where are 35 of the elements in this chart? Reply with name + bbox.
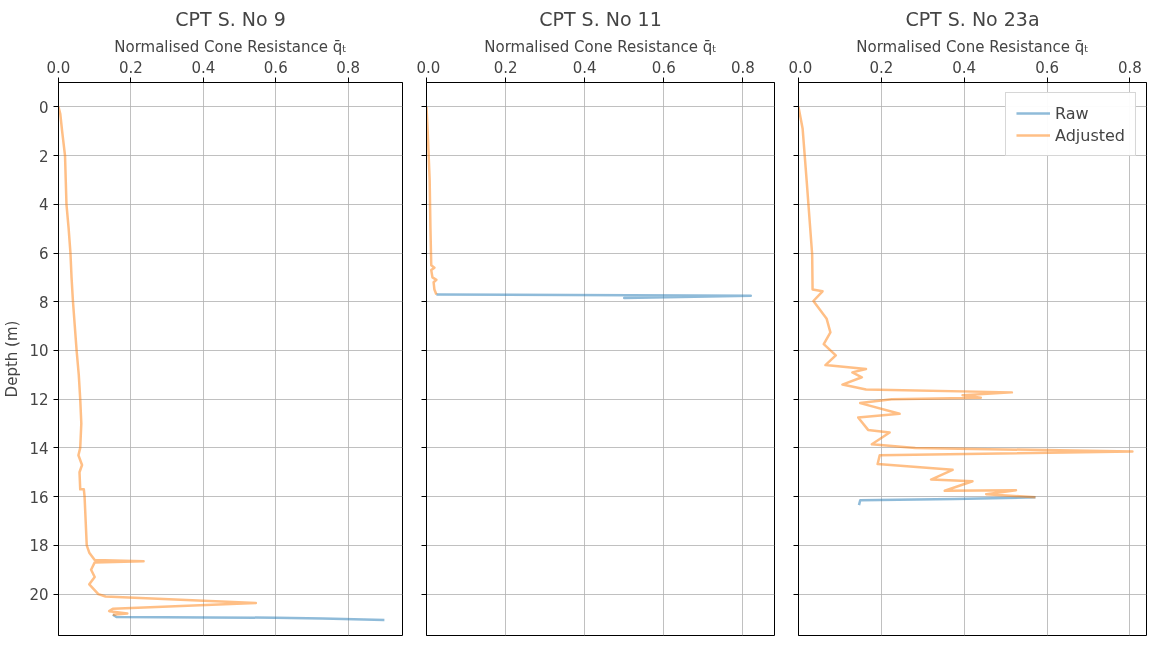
y-tick-label: 8 xyxy=(38,293,49,312)
legend-label: Adjusted xyxy=(1054,125,1125,145)
chart-title: CPT S. No 9 xyxy=(175,7,286,30)
y-tick-label: 2 xyxy=(38,147,49,166)
x-tick-label: 0.2 xyxy=(118,58,143,77)
y-tick-label: 0 xyxy=(38,98,49,117)
x-tick-label: 0.0 xyxy=(46,58,71,77)
y-tick-label: 4 xyxy=(38,196,49,215)
x-tick-label: 0.4 xyxy=(572,58,597,77)
x-tick-label: 0.6 xyxy=(263,58,288,77)
y-tick-label: 10 xyxy=(29,342,49,361)
y-tick-label: 18 xyxy=(29,537,49,556)
y-tick-label: 6 xyxy=(38,245,49,264)
y-tick-label: 20 xyxy=(29,586,49,605)
legend-label: Raw xyxy=(1054,103,1089,123)
x-tick-label: 0.6 xyxy=(1035,58,1059,77)
x-axis-title: Normalised Cone Resistance q̄ₜ xyxy=(484,37,717,56)
x-axis-title: Normalised Cone Resistance q̄ₜ xyxy=(114,37,347,56)
x-tick-label: 0.2 xyxy=(869,58,894,77)
x-tick-label: 0.4 xyxy=(191,58,216,77)
y-axis-title: Depth (m) xyxy=(3,320,22,398)
x-tick-label: 0.8 xyxy=(730,58,755,77)
y-tick-label: 14 xyxy=(29,439,49,458)
y-tick-label: 16 xyxy=(29,488,49,507)
x-axis-title: Normalised Cone Resistance q̄ₜ xyxy=(856,37,1089,56)
x-tick-label: 0.6 xyxy=(651,58,676,77)
x-tick-label: 0.0 xyxy=(416,58,441,77)
x-tick-label: 0.8 xyxy=(336,58,361,77)
y-tick-label: 12 xyxy=(29,391,49,410)
x-tick-label: 0.0 xyxy=(788,58,813,77)
chart-title: CPT S. No 23a xyxy=(905,7,1040,30)
x-tick-label: 0.4 xyxy=(952,58,977,77)
x-tick-label: 0.2 xyxy=(493,58,518,77)
x-tick-label: 0.8 xyxy=(1118,58,1142,77)
chart-title: CPT S. No 11 xyxy=(539,7,662,30)
